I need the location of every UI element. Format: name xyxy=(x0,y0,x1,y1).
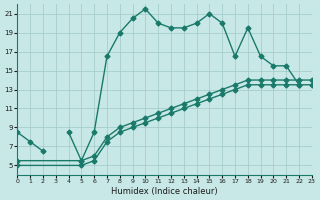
X-axis label: Humidex (Indice chaleur): Humidex (Indice chaleur) xyxy=(111,187,218,196)
